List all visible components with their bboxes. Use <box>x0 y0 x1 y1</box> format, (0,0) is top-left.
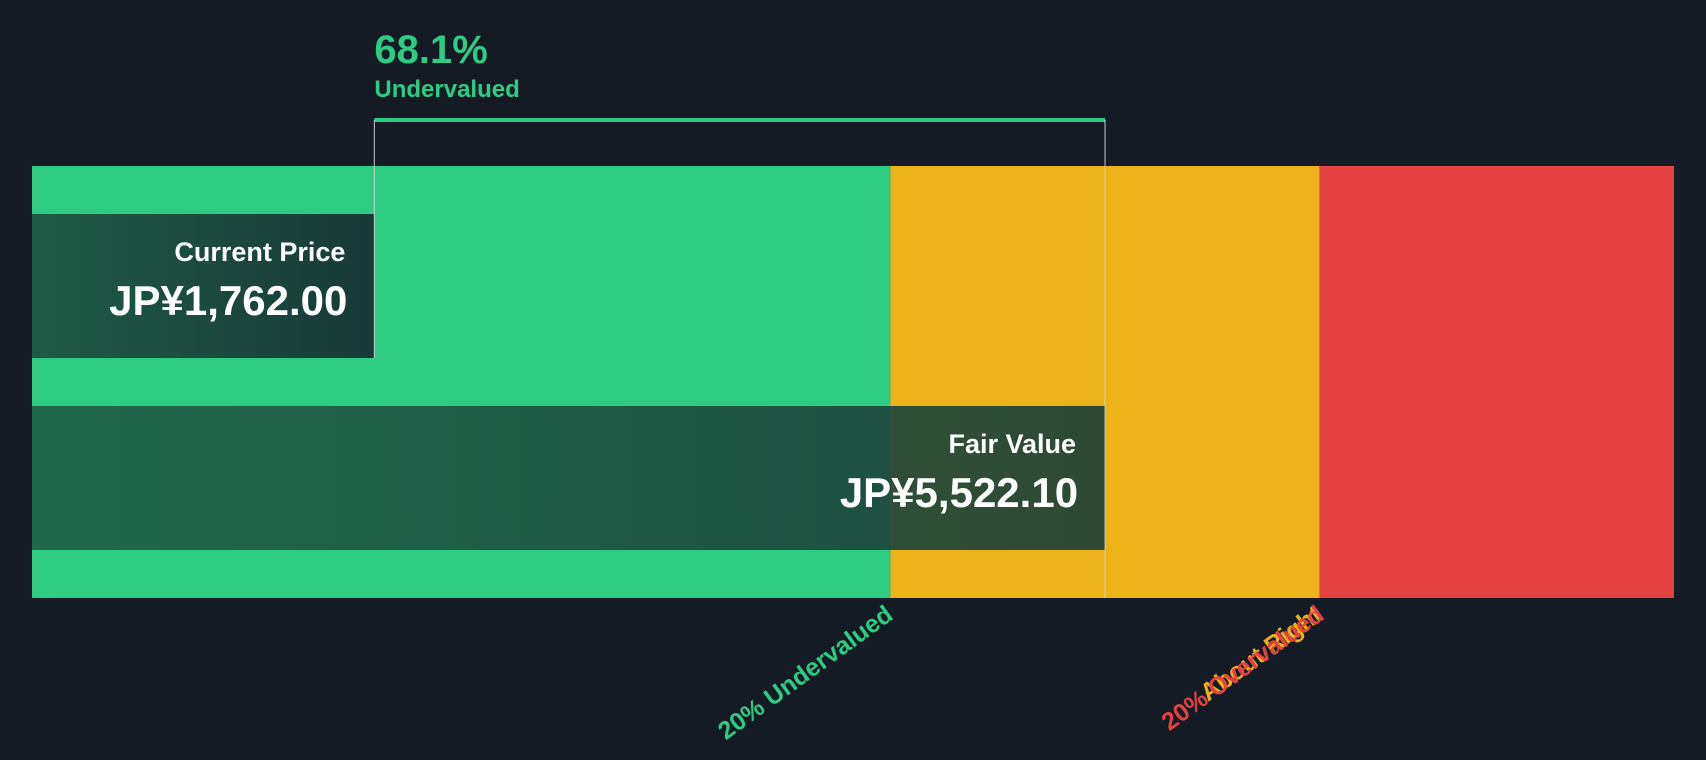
current-price-bar <box>32 214 375 358</box>
discount-label: Undervalued <box>374 76 519 103</box>
zone-label-20-undervalued: 20% Undervalued <box>713 600 898 745</box>
fair-value-title: Fair Value <box>948 429 1076 459</box>
fair-value-value: JP¥5,522.10 <box>840 469 1078 516</box>
zone-label-20-overvalued: 20% Overvalued <box>1156 600 1329 736</box>
current-price-value: JP¥1,762.00 <box>109 277 347 324</box>
current-price-title: Current Price <box>174 237 345 267</box>
zone-20-overvalued <box>1319 166 1674 598</box>
discount-percent: 68.1% <box>374 28 487 72</box>
value-bars: Current Price JP¥1,762.00 Fair Value JP¥5,5… <box>32 214 1106 550</box>
discount-bracket <box>373 118 1106 598</box>
fair-value-bar <box>32 406 1106 550</box>
